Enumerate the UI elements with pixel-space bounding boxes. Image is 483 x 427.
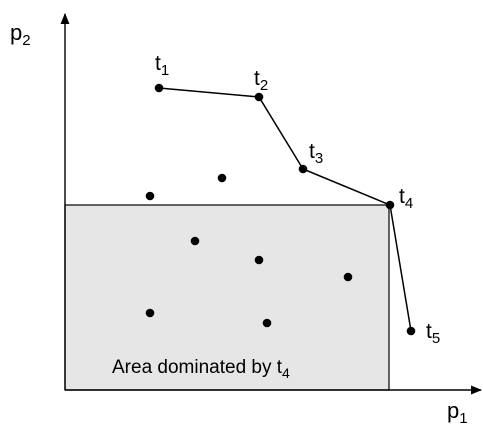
label-t4: t4 — [399, 185, 413, 212]
point-t5 — [406, 326, 416, 336]
label-t1: t1 — [155, 52, 169, 79]
other-point — [145, 308, 155, 318]
point-t1 — [154, 83, 164, 93]
other-point — [343, 272, 353, 282]
point-t3 — [298, 164, 308, 174]
point-t4 — [385, 200, 395, 210]
other-point — [254, 255, 264, 265]
dominated-area-label: Area dominated by t4 — [112, 357, 290, 381]
label-t2: t2 — [254, 67, 268, 94]
y-axis-label: p2 — [10, 20, 31, 49]
dominated-area — [64, 204, 390, 391]
label-t3: t3 — [309, 140, 323, 167]
label-t5: t5 — [426, 320, 440, 347]
other-point — [190, 236, 200, 246]
other-point — [217, 173, 227, 183]
x-axis-label: p1 — [447, 398, 468, 427]
point-t2 — [254, 92, 264, 102]
other-point — [145, 191, 155, 201]
other-point — [262, 318, 272, 328]
